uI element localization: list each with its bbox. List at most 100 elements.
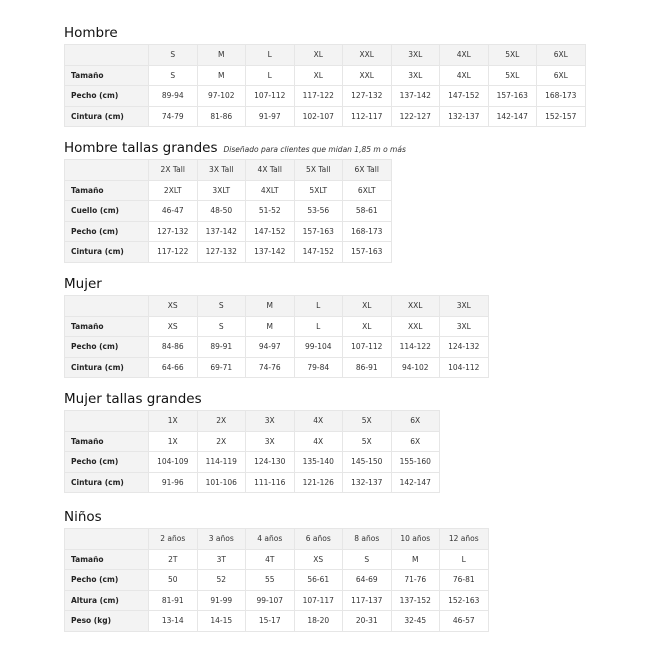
column-header: L — [293, 295, 343, 317]
table-cell: 117-122 — [148, 241, 198, 263]
table-cell: 114-119 — [196, 451, 246, 473]
header-corner-cell — [64, 295, 149, 317]
table-cell: 2T — [148, 548, 198, 570]
table-cell: 137-152 — [390, 589, 440, 611]
table-cell: 6X — [390, 430, 440, 452]
table-cell: 107-112 — [245, 85, 295, 107]
section-title-text: Mujer — [64, 276, 102, 292]
table-cell: 3XL — [439, 315, 489, 337]
table-cell: M — [390, 548, 440, 570]
table-cell: 84-86 — [148, 336, 198, 358]
row-label: Pecho (cm) — [64, 336, 149, 358]
column-header: 3XL — [390, 44, 440, 66]
column-header: 4 años — [245, 528, 295, 550]
row-label: Pecho (cm) — [64, 220, 149, 242]
table-cell: XXL — [390, 315, 440, 337]
table-header-row: 1X 2X 3X 4X 5X 6X — [64, 410, 440, 432]
table-cell: M — [245, 315, 295, 337]
table-cell: 50 — [148, 569, 198, 591]
section-title: Hombre — [64, 24, 586, 42]
column-header: XXL — [342, 44, 392, 66]
table-cell: 147-152 — [293, 241, 343, 263]
table-cell: XXL — [342, 64, 392, 86]
table-row: Altura (cm) 81-91 91-99 99-107 107-117 117-13… — [64, 589, 489, 611]
table-row: Cuello (cm) 46-47 48-50 51-52 53-56 58-61 — [64, 200, 392, 222]
table-cell: 91-97 — [245, 105, 295, 127]
table-cell: 122-127 — [390, 105, 440, 127]
table-cell: 3XL — [390, 64, 440, 86]
table-cell: 1X — [148, 430, 198, 452]
column-header: M — [245, 295, 295, 317]
table-cell: 132-137 — [439, 105, 489, 127]
table-row: Cintura (cm) 117-122 127-132 137-142 147-152… — [64, 241, 392, 263]
table-cell: 114-122 — [390, 336, 440, 358]
table-row: Tamaño S M L XL XXL 3XL 4XL 5XL 6XL — [64, 64, 586, 86]
table-cell: 20-31 — [342, 610, 392, 632]
row-label: Tamaño — [64, 315, 149, 337]
table-cell: 94-102 — [390, 356, 440, 378]
table-cell: 121-126 — [293, 471, 343, 493]
table-cell: 157-163 — [342, 241, 392, 263]
table-cell: XL — [342, 315, 392, 337]
section-title-text: Hombre tallas grandes — [64, 140, 218, 156]
table-cell: 104-109 — [148, 451, 198, 473]
table-cell: S — [342, 548, 392, 570]
table-cell: 89-94 — [148, 85, 198, 107]
table-cell: XS — [148, 315, 198, 337]
table-cell: 4T — [245, 548, 295, 570]
column-header: 2X Tall — [148, 159, 198, 181]
table-cell: 48-50 — [196, 200, 246, 222]
table-cell: 142-147 — [487, 105, 537, 127]
header-corner-cell — [64, 159, 149, 181]
column-header: 6 años — [293, 528, 343, 550]
table-row: Pecho (cm) 84-86 89-91 94-97 99-104 107-112 11… — [64, 336, 489, 358]
column-header: 6X — [390, 410, 440, 432]
table-cell: 46-57 — [439, 610, 489, 632]
table-cell: L — [439, 548, 489, 570]
table-cell: S — [148, 64, 198, 86]
column-header: 5X Tall — [293, 159, 343, 181]
column-header: 2X — [196, 410, 246, 432]
table-cell: 64-69 — [342, 569, 392, 591]
table-cell: XS — [293, 548, 343, 570]
size-table: XS S M L XL XXL 3XL Tamaño XS S M L XL XXL 3XL Pecho (c… — [64, 295, 489, 378]
section-title: Mujer — [64, 275, 489, 293]
table-cell: 147-152 — [439, 85, 489, 107]
table-row: Peso (kg) 13-14 14-15 15-17 18-20 20-31 32-45 4… — [64, 610, 489, 632]
table-cell: 4XL — [439, 64, 489, 86]
table-cell: 157-163 — [293, 220, 343, 242]
table-cell: 3XLT — [196, 179, 246, 201]
column-header: 4X Tall — [245, 159, 295, 181]
column-header: 6XL — [536, 44, 586, 66]
table-cell: 58-61 — [342, 200, 392, 222]
column-header: S — [148, 44, 198, 66]
table-row: Cintura (cm) 74-79 81-86 91-97 102-107 112-11… — [64, 105, 586, 127]
table-cell: 117-122 — [293, 85, 343, 107]
table-cell: 168-173 — [536, 85, 586, 107]
column-header: 10 años — [390, 528, 440, 550]
table-cell: 97-102 — [196, 85, 246, 107]
table-cell: 99-107 — [245, 589, 295, 611]
column-header: 3 años — [196, 528, 246, 550]
column-header: XXL — [390, 295, 440, 317]
table-cell: 111-116 — [245, 471, 295, 493]
table-cell: 5XL — [487, 64, 537, 86]
table-cell: 4X — [293, 430, 343, 452]
table-cell: 127-132 — [342, 85, 392, 107]
table-cell: 4XLT — [245, 179, 295, 201]
table-cell: 13-14 — [148, 610, 198, 632]
row-label: Pecho (cm) — [64, 451, 149, 473]
section-title-text: Niños — [64, 509, 102, 525]
table-cell: 137-142 — [196, 220, 246, 242]
row-label: Cintura (cm) — [64, 241, 149, 263]
row-label: Cuello (cm) — [64, 200, 149, 222]
table-cell: 104-112 — [439, 356, 489, 378]
size-section: Mujer XS S M L XL XXL 3XL Tamaño XS S M L XL XXL 3XL Pec… — [64, 275, 489, 378]
table-cell: 2X — [196, 430, 246, 452]
table-cell: 5XLT — [293, 179, 343, 201]
section-title: Niños — [64, 508, 489, 526]
row-label: Tamaño — [64, 64, 149, 86]
column-header: 4XL — [439, 44, 489, 66]
table-header-row: 2 años 3 años 4 años 6 años 8 años 10 años 12 … — [64, 528, 489, 550]
table-cell: 86-91 — [342, 356, 392, 378]
